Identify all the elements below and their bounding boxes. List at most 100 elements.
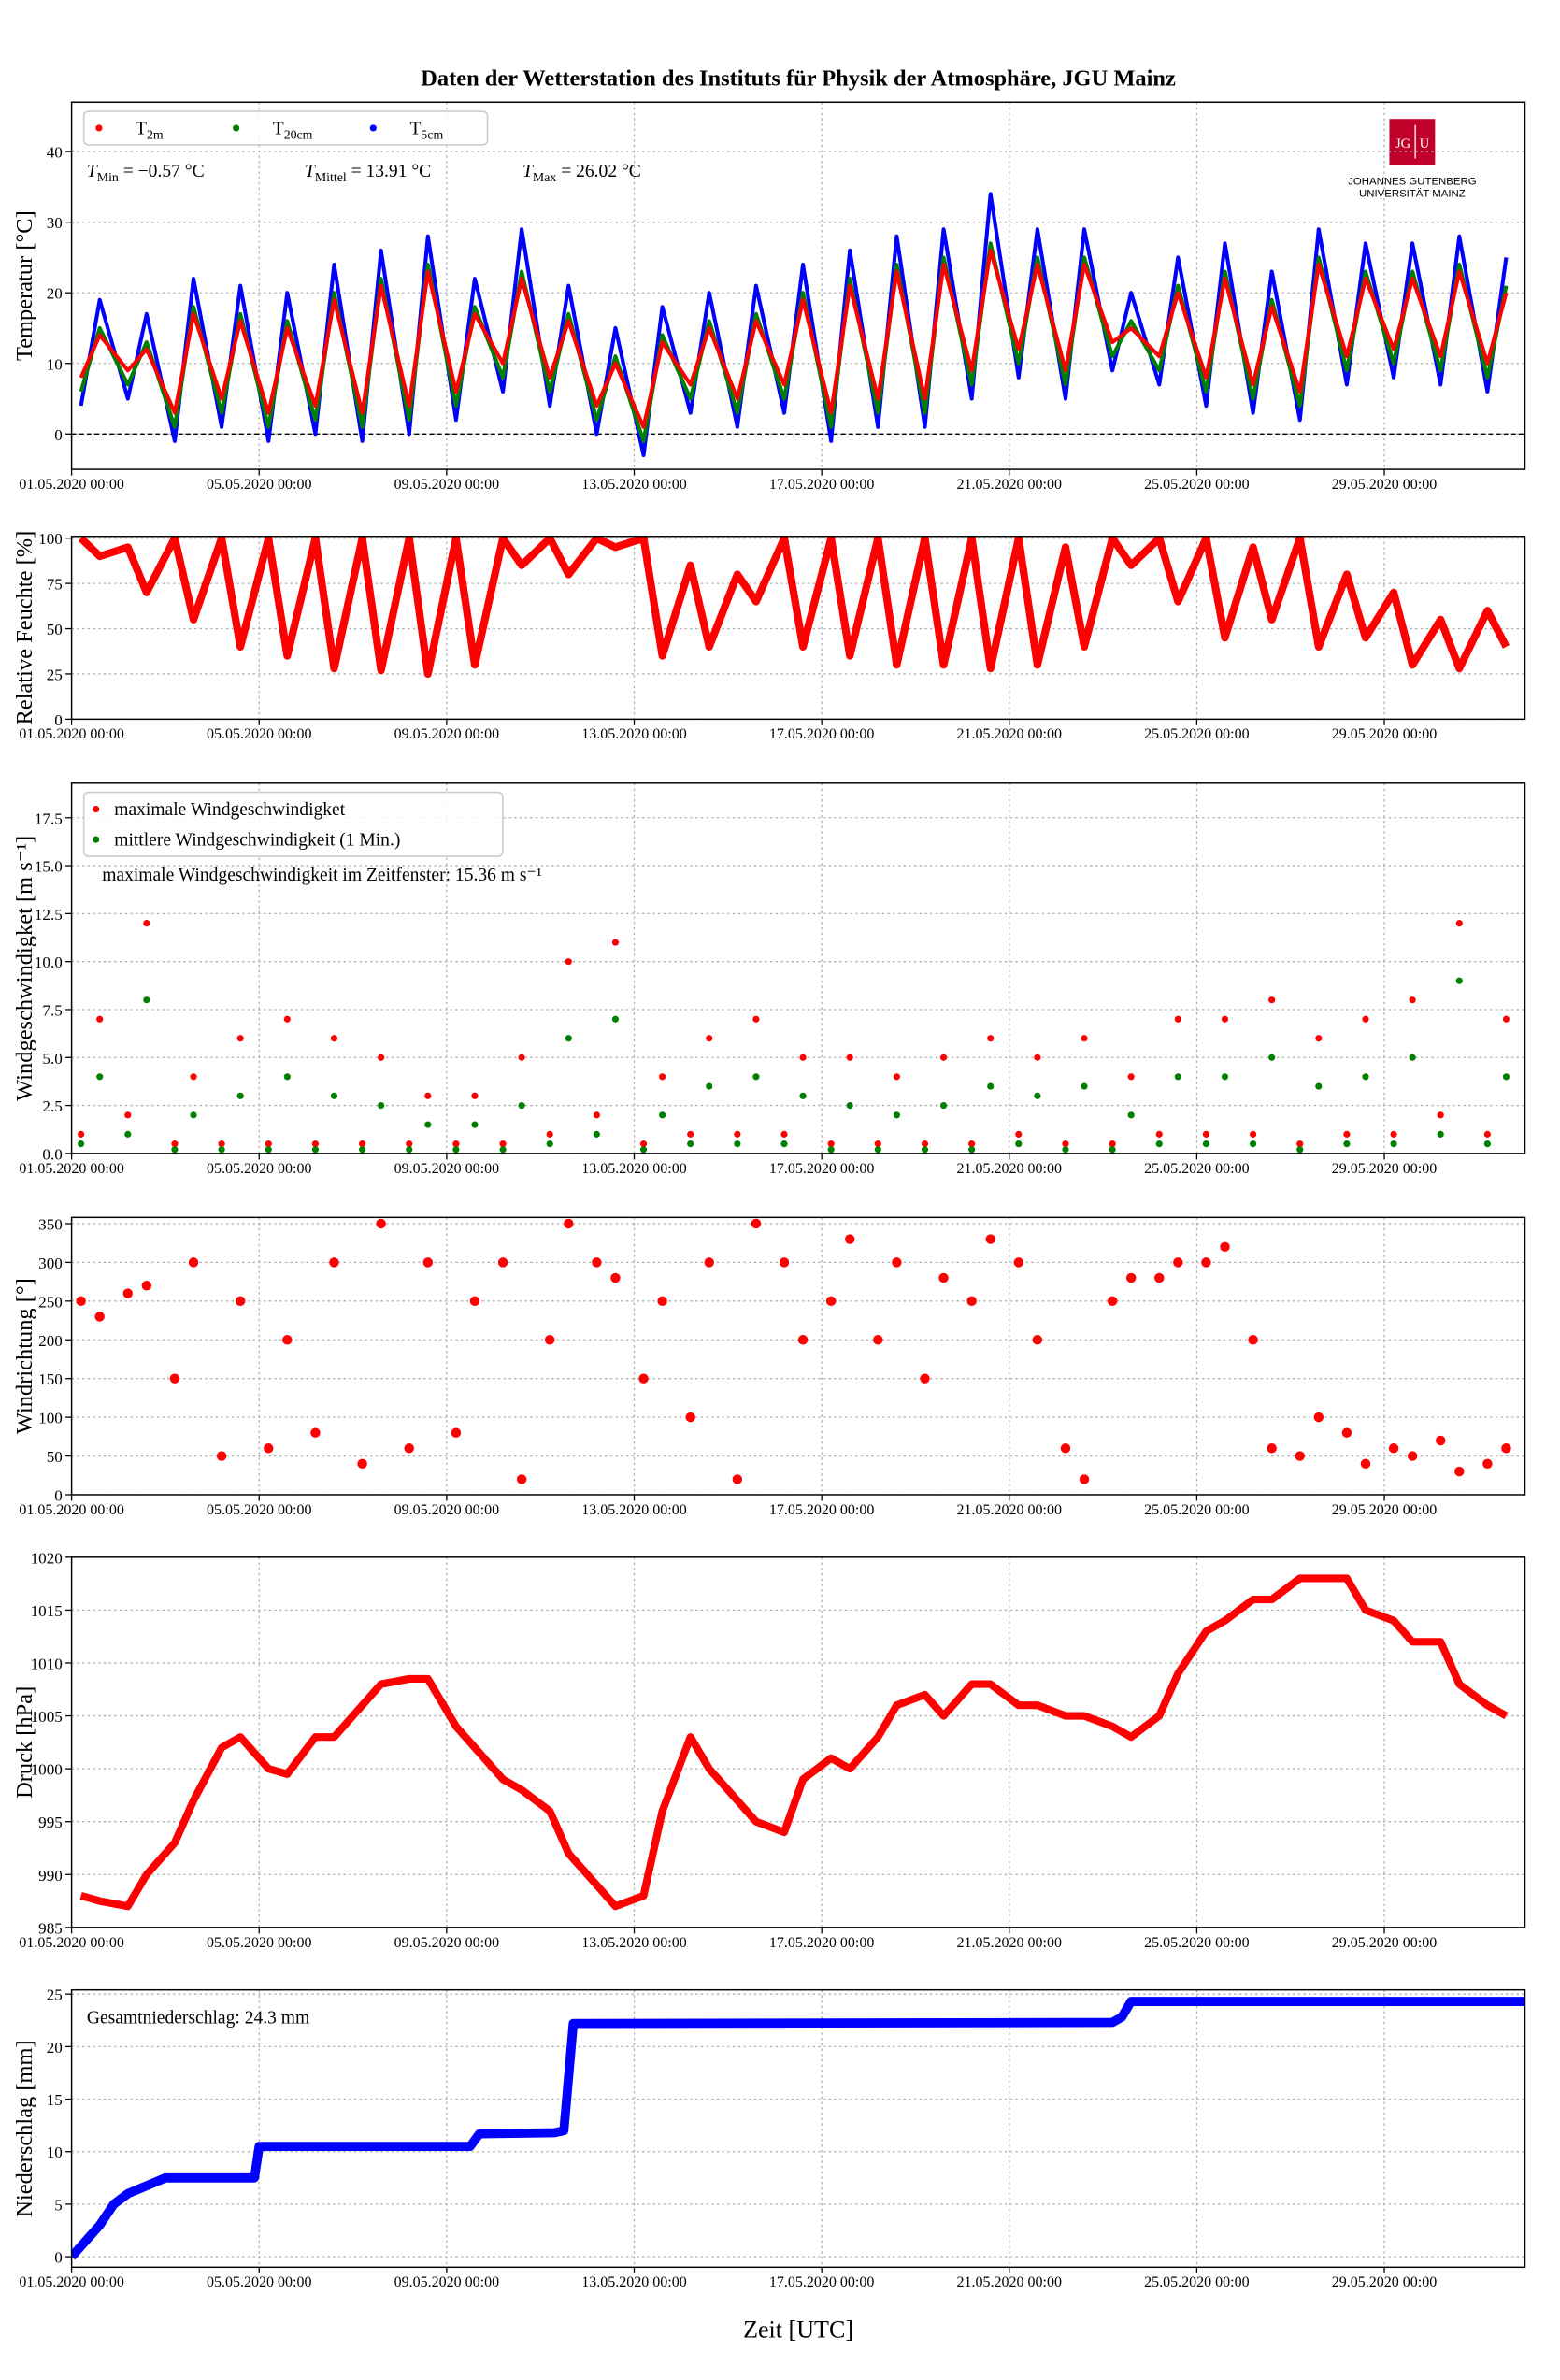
point xyxy=(1154,1272,1165,1283)
x-tick-label: 09.05.2020 00:00 xyxy=(394,1160,500,1177)
point xyxy=(1015,1140,1023,1148)
logo-box xyxy=(1389,119,1436,165)
point xyxy=(422,1257,434,1268)
point xyxy=(96,1073,104,1081)
stat-symbol: T xyxy=(305,162,317,181)
point xyxy=(124,1130,132,1138)
x-tick-label: 21.05.2020 00:00 xyxy=(956,2274,1062,2291)
x-tick-label: 01.05.2020 00:00 xyxy=(19,2274,124,2291)
x-tick-label: 29.05.2020 00:00 xyxy=(1331,1160,1438,1177)
line xyxy=(79,248,1509,429)
point xyxy=(1343,1130,1351,1138)
point xyxy=(593,1111,600,1119)
point xyxy=(1455,977,1463,984)
y-tick-label: 50 xyxy=(47,621,63,638)
point xyxy=(1032,1335,1043,1345)
point xyxy=(424,1121,432,1128)
legend-box xyxy=(82,110,489,146)
point xyxy=(1250,1140,1257,1148)
point xyxy=(1437,1130,1444,1138)
y-axis-label: Windgeschwindigket [m s⁻¹] xyxy=(12,836,37,1101)
legend-marker xyxy=(93,805,100,813)
x-tick-label: 05.05.2020 00:00 xyxy=(207,477,312,494)
x-axis-label: Zeit [UTC] xyxy=(743,2315,853,2343)
x-tick-label: 25.05.2020 00:00 xyxy=(1144,726,1250,743)
stat-text: = 13.91 °C xyxy=(351,162,432,181)
point xyxy=(1313,1412,1324,1423)
point xyxy=(218,1140,225,1148)
line xyxy=(79,192,1509,457)
point xyxy=(1107,1296,1118,1307)
point xyxy=(1268,1054,1276,1061)
y-tick-label: 995 xyxy=(38,1814,63,1831)
point xyxy=(1062,1140,1069,1148)
x-tick-label: 13.05.2020 00:00 xyxy=(581,1502,687,1519)
data-layer xyxy=(71,1997,1525,2260)
point xyxy=(920,1373,930,1384)
legend-label: T xyxy=(136,119,147,138)
y-tick-label: 12.5 xyxy=(35,906,63,924)
point xyxy=(171,1146,179,1154)
point xyxy=(685,1412,695,1423)
x-tick-label: 21.05.2020 00:00 xyxy=(956,1934,1062,1951)
legend-label-subscript: 2m xyxy=(147,127,164,141)
y-tick-label: 7.5 xyxy=(42,1001,62,1019)
point xyxy=(892,1257,902,1268)
point xyxy=(471,1121,479,1128)
data-layer xyxy=(78,920,1510,1154)
x-tick-label: 09.05.2020 00:00 xyxy=(394,477,500,494)
point xyxy=(639,1146,648,1154)
x-tick-label: 21.05.2020 00:00 xyxy=(956,726,1062,743)
point xyxy=(96,1015,104,1023)
legend-box xyxy=(82,791,504,857)
point xyxy=(874,1140,881,1148)
y-tick-label: 150 xyxy=(38,1370,63,1388)
y-tick-label: 25 xyxy=(47,1986,63,2004)
x-tick-label: 17.05.2020 00:00 xyxy=(768,726,875,743)
y-tick-label: 50 xyxy=(47,1448,63,1466)
point xyxy=(1295,1451,1305,1461)
point xyxy=(564,1218,574,1229)
y-tick-label: 990 xyxy=(38,1867,63,1885)
x-tick-label: 01.05.2020 00:00 xyxy=(19,1934,124,1951)
point xyxy=(657,1296,667,1307)
x-tick-label: 01.05.2020 00:00 xyxy=(19,726,124,743)
point xyxy=(190,1073,197,1081)
point xyxy=(1221,1015,1229,1023)
x-tick-label: 09.05.2020 00:00 xyxy=(394,1502,500,1519)
y-tick-label: 985 xyxy=(38,1919,63,1937)
x-tick-label: 21.05.2020 00:00 xyxy=(956,477,1062,494)
point xyxy=(265,1146,272,1154)
point xyxy=(1015,1130,1023,1138)
x-tick-label: 29.05.2020 00:00 xyxy=(1331,726,1438,743)
x-tick-label: 09.05.2020 00:00 xyxy=(394,726,500,743)
annotation: Gesamtniederschlag: 24.3 mm xyxy=(87,2009,309,2029)
point xyxy=(545,1335,555,1345)
point xyxy=(359,1140,366,1148)
point xyxy=(751,1218,762,1229)
point xyxy=(1437,1111,1444,1119)
data-layer xyxy=(79,192,1509,457)
legend-marker xyxy=(369,124,377,132)
point xyxy=(659,1111,666,1119)
x-tick-label: 05.05.2020 00:00 xyxy=(207,2274,312,2291)
x-tick-label: 01.05.2020 00:00 xyxy=(19,1502,124,1519)
point xyxy=(659,1073,666,1081)
y-tick-label: 0.0 xyxy=(42,1145,62,1163)
point xyxy=(1409,996,1416,1004)
point xyxy=(236,1092,244,1099)
point xyxy=(378,1054,385,1061)
point xyxy=(1034,1092,1041,1099)
point xyxy=(827,1146,835,1154)
axes-frame xyxy=(70,1556,1526,1928)
y-tick-label: 200 xyxy=(38,1332,63,1350)
point xyxy=(873,1335,883,1345)
x-tick-label: 21.05.2020 00:00 xyxy=(956,1502,1062,1519)
y-tick-label: 25 xyxy=(47,666,63,683)
line xyxy=(79,1574,1509,1911)
x-tick-label: 17.05.2020 00:00 xyxy=(768,1160,875,1177)
point xyxy=(1267,1443,1277,1454)
point xyxy=(282,1335,293,1345)
